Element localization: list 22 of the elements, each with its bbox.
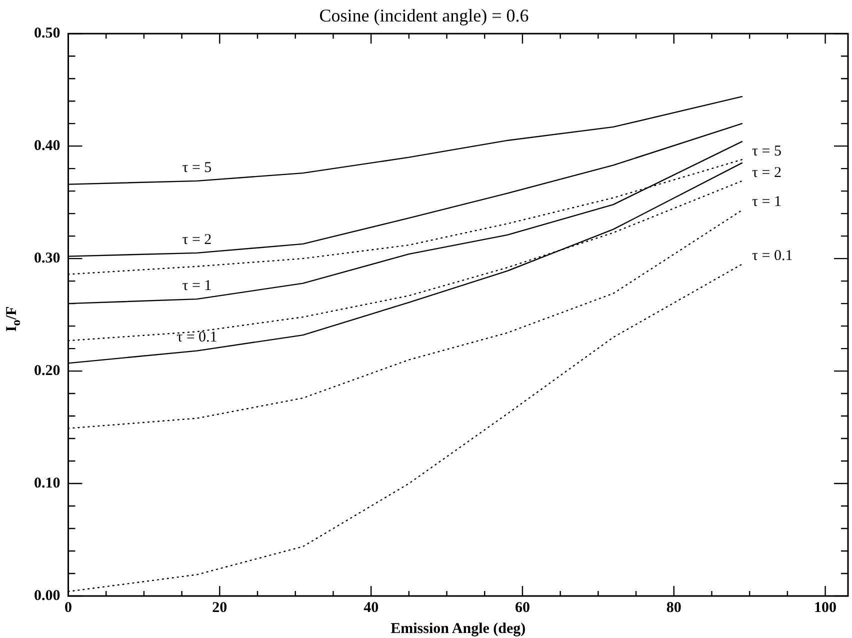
x-tick-label: 20 <box>212 600 228 616</box>
y-tick-label: 0.40 <box>34 138 60 154</box>
series-label: τ = 2 <box>752 164 782 181</box>
x-tick-label: 80 <box>666 600 682 616</box>
x-tick-label: 0 <box>64 600 72 616</box>
x-tick-label: 60 <box>514 600 530 616</box>
series-label: τ = 0.1 <box>176 330 218 346</box>
series-label: τ = 0.1 <box>752 248 793 264</box>
series-label: τ = 5 <box>182 160 212 176</box>
y-tick-label: 0.20 <box>34 362 60 379</box>
x-tick-label: 100 <box>814 600 837 616</box>
series-label: τ = 1 <box>182 278 212 294</box>
x-axis-title: Emission Angle (deg) <box>390 620 526 637</box>
series-label: τ = 5 <box>752 144 782 160</box>
y-tick-label: 0.10 <box>34 475 60 492</box>
chart-title: Cosine (incident angle) = 0.6 <box>319 6 529 26</box>
y-tick-label: 0.00 <box>34 588 60 604</box>
y-tick-label: 0.30 <box>34 250 60 266</box>
y-tick-label: 0.50 <box>34 25 60 42</box>
x-tick-label: 40 <box>364 600 379 616</box>
series-label: τ = 1 <box>752 194 782 210</box>
series-label: τ = 2 <box>182 232 212 248</box>
